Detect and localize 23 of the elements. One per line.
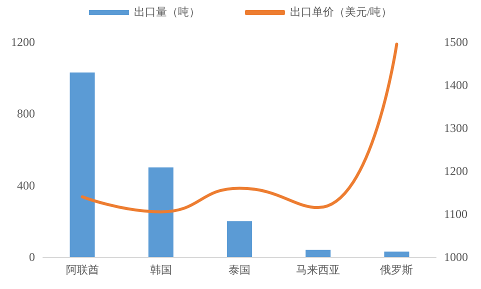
bar xyxy=(227,221,252,257)
x-tick-label: 泰国 xyxy=(228,264,250,276)
y2-tick-label: 1200 xyxy=(444,164,468,178)
legend-label: 出口量（吨） xyxy=(134,6,200,18)
bar xyxy=(384,252,410,257)
y-tick-label: 0 xyxy=(29,250,35,264)
legend-label: 出口单价（美元/吨） xyxy=(290,6,392,18)
y2-tick-label: 1400 xyxy=(444,78,468,92)
y-tick-label: 1200 xyxy=(11,35,35,49)
bar xyxy=(148,167,174,257)
y2-tick-label: 1300 xyxy=(444,121,468,135)
x-tick-label: 韩国 xyxy=(150,264,172,276)
line-series xyxy=(80,42,398,214)
y-tick-label: 400 xyxy=(17,178,35,192)
x-tick-label: 马来西亚 xyxy=(296,264,340,276)
y2-tick-label: 1000 xyxy=(444,250,468,264)
y2-tick-label: 1100 xyxy=(444,207,468,221)
y-tick-label: 800 xyxy=(17,106,35,121)
x-tick-label: 阿联酋 xyxy=(66,264,99,276)
x-tick-label: 俄罗斯 xyxy=(380,264,414,276)
bar xyxy=(306,250,331,257)
bar xyxy=(70,72,95,257)
y2-tick-label: 1500 xyxy=(444,35,468,49)
